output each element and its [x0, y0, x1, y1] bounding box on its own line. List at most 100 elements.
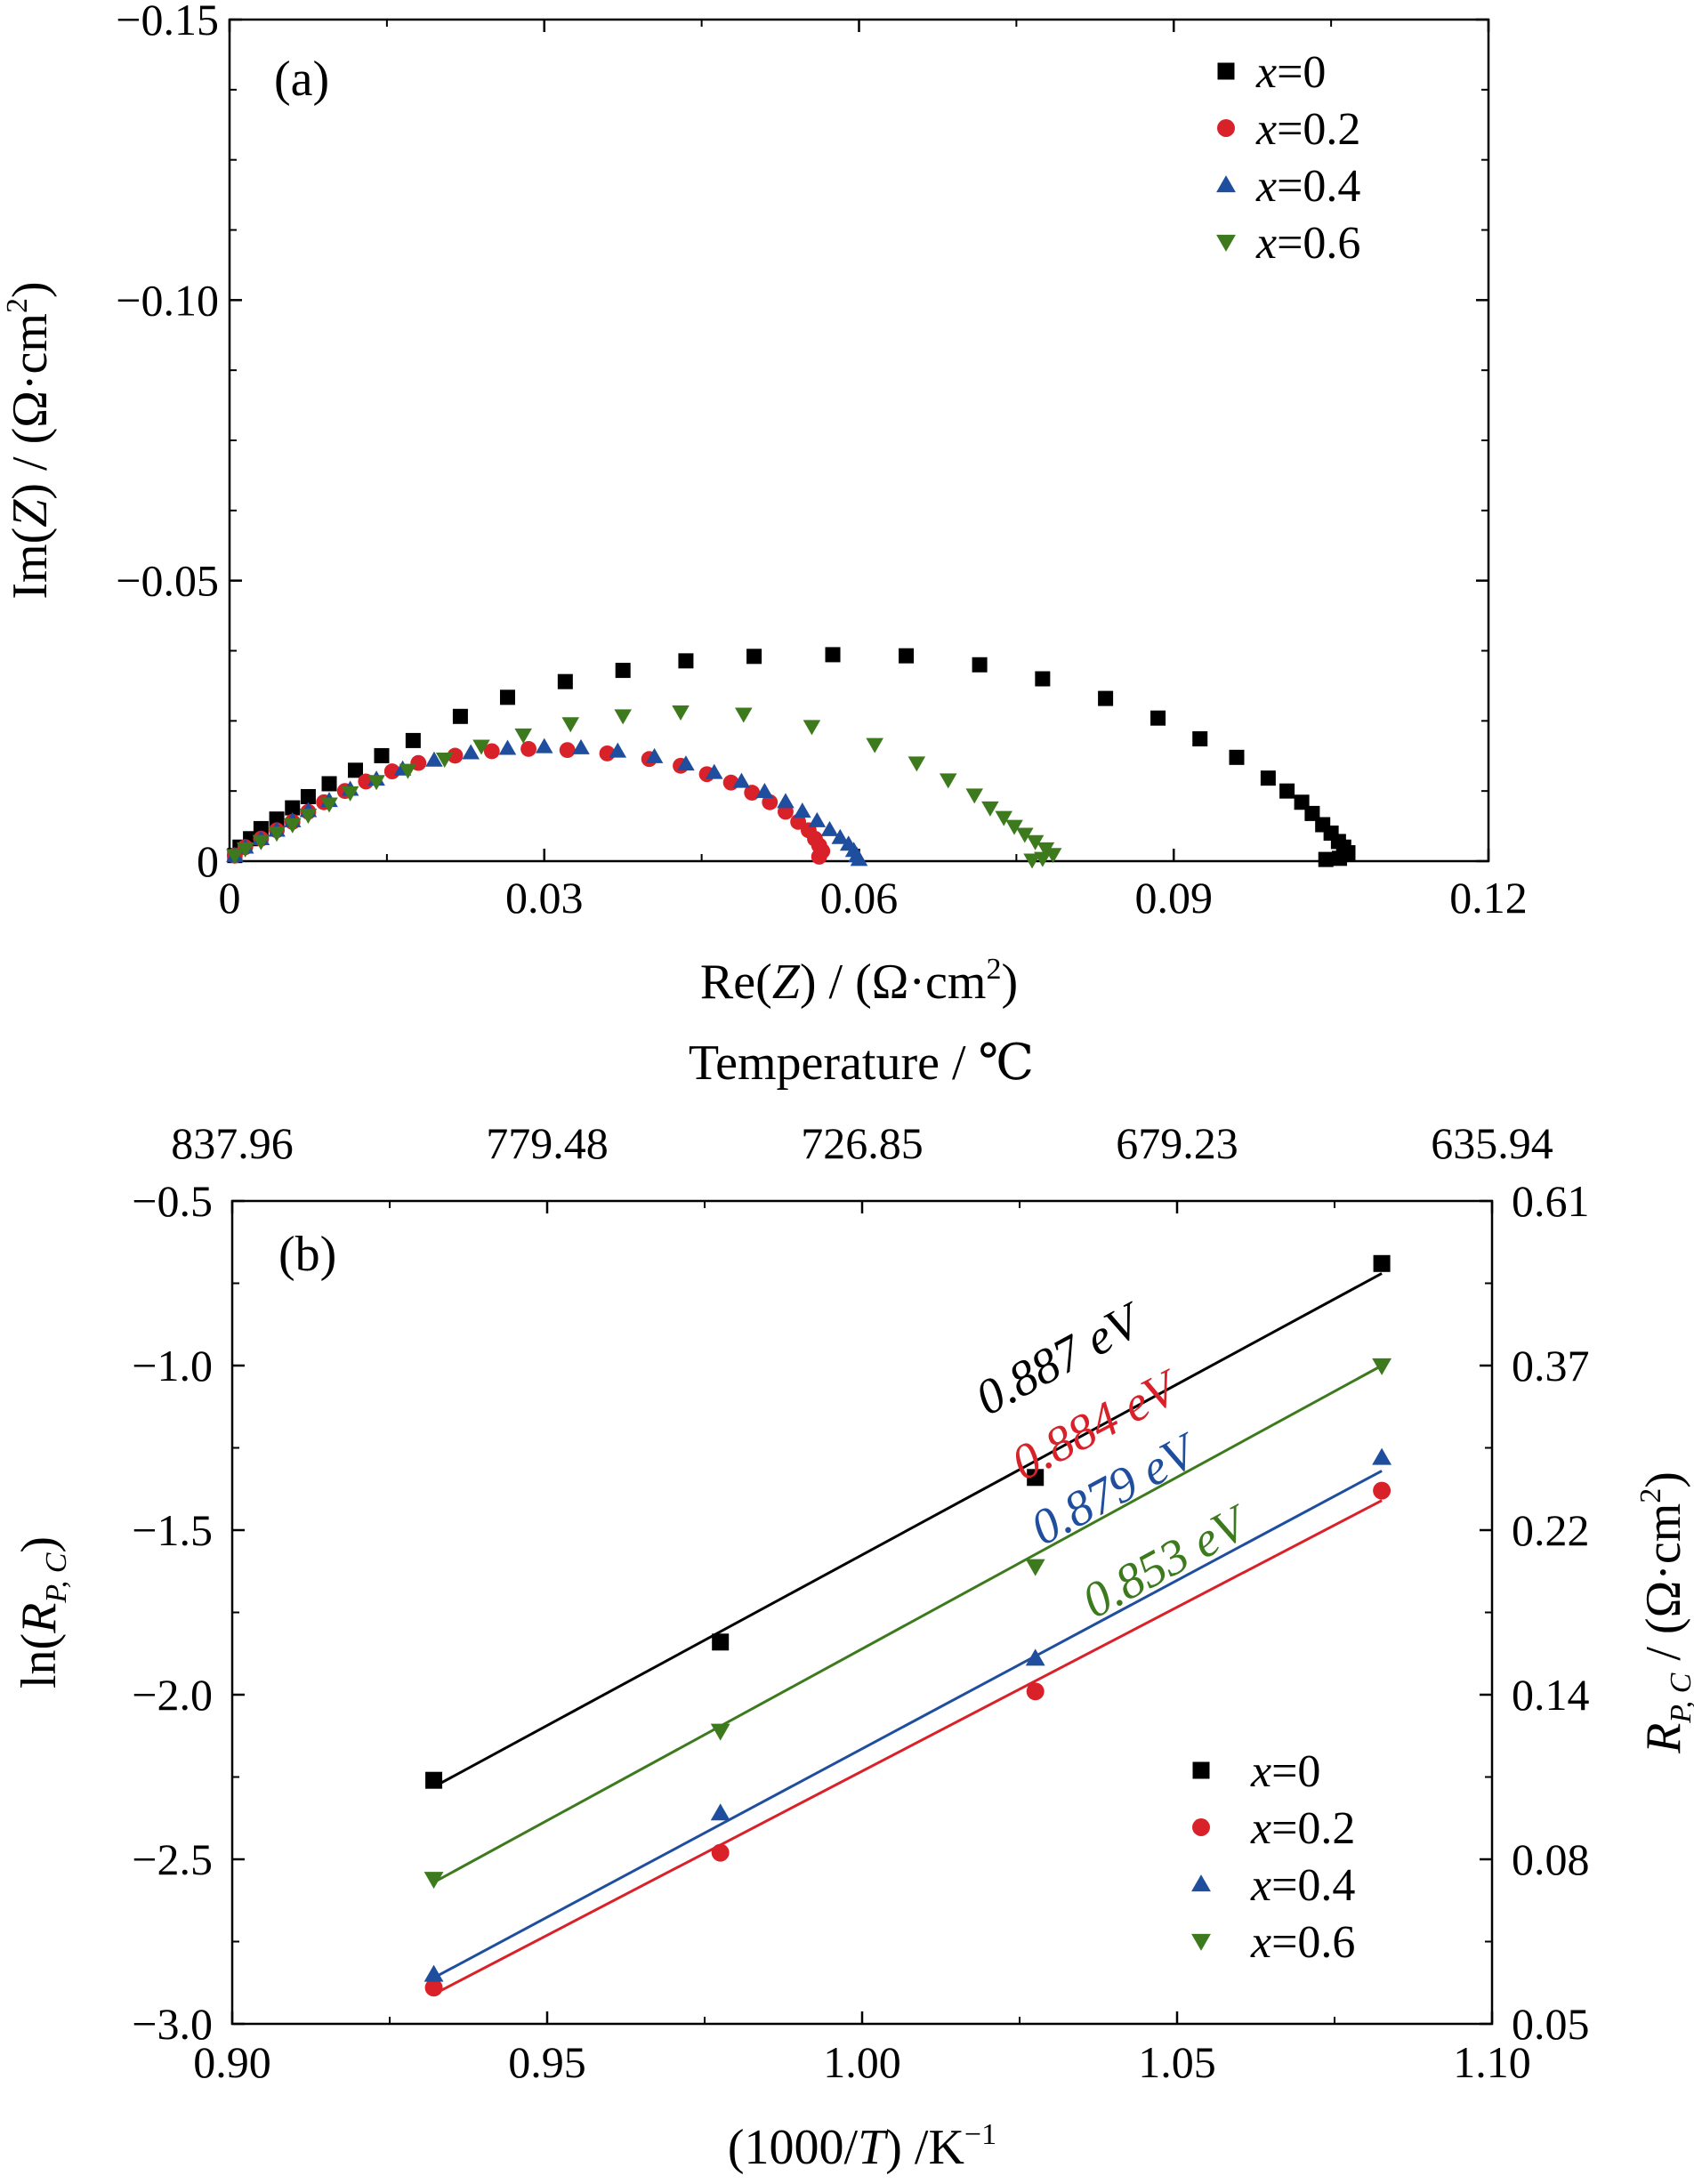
top-tick-label-b: 779.48 [486, 1118, 609, 1168]
data-point-a [678, 653, 694, 669]
data-point-a [899, 648, 915, 664]
data-point-b [1372, 1447, 1392, 1465]
data-point-a [341, 786, 359, 802]
data-point-a [226, 849, 244, 865]
legend-label-b: x=0 [1250, 1746, 1320, 1797]
data-point-a [1016, 827, 1034, 843]
x-tick-label-a: 0 [219, 873, 241, 923]
data-point-a [672, 705, 690, 721]
legend-marker-a [1217, 119, 1235, 137]
data-point-a [483, 743, 500, 760]
data-point-a [981, 801, 999, 817]
data-point-b [1373, 1254, 1391, 1272]
data-point-a [1005, 819, 1023, 835]
data-point-a [299, 809, 318, 825]
data-point-a [447, 747, 464, 764]
y-tick-label-b: −1.5 [132, 1505, 213, 1555]
data-point-a [236, 842, 254, 858]
data-point-b [1025, 1648, 1045, 1666]
data-point-a [615, 663, 631, 679]
data-point-a [472, 739, 490, 755]
y-tick-label-a: −0.15 [116, 0, 219, 44]
data-point-b [1027, 1469, 1045, 1487]
data-point-a [831, 828, 850, 844]
legend-label-b: x=0.2 [1250, 1803, 1355, 1854]
legend-marker-b [1191, 1874, 1211, 1892]
data-point-a [435, 752, 454, 768]
data-point-a [367, 775, 385, 791]
data-point-a [557, 673, 573, 689]
data-point-a [645, 747, 664, 763]
data-point-a [755, 783, 774, 799]
data-point-a [1023, 853, 1041, 869]
data-point-a [283, 818, 302, 834]
x-tick-label-a: 0.09 [1135, 873, 1214, 923]
data-point-a [1044, 848, 1062, 864]
legend-label-a: x=0.6 [1255, 218, 1360, 269]
y2-tick-label-b: 0.61 [1512, 1176, 1590, 1226]
data-point-b [424, 1872, 444, 1890]
panel-label-b: (b) [278, 1227, 336, 1282]
legend-marker-b [1192, 1818, 1210, 1836]
data-point-a [762, 794, 778, 810]
panel-label-a: (a) [274, 52, 329, 107]
data-point-a [939, 773, 957, 789]
legend-marker-b [1192, 1761, 1210, 1779]
data-point-a [520, 740, 536, 757]
x-tick-label-b: 0.95 [508, 2037, 586, 2087]
data-point-a [1332, 850, 1348, 866]
data-point-a [399, 763, 417, 779]
data-point-a [559, 742, 576, 759]
data-point-a [535, 737, 553, 754]
legend-marker-a [1216, 175, 1236, 193]
data-point-a [1192, 731, 1208, 747]
data-point-a [269, 811, 285, 827]
data-point-b [1026, 1682, 1045, 1701]
data-point-a [499, 689, 515, 705]
data-point-a [321, 776, 337, 792]
legend-label-a: x=0.2 [1255, 104, 1360, 155]
data-point-a [972, 657, 988, 673]
data-point-a [811, 849, 827, 865]
top-tick-label-b: 837.96 [171, 1118, 294, 1168]
x-tick-label-b: 1.10 [1453, 2037, 1531, 2087]
y-tick-label-b: −0.5 [132, 1176, 213, 1226]
data-point-a [965, 788, 983, 804]
data-point-a [348, 762, 363, 778]
data-point-a [706, 763, 723, 779]
top-tick-label-b: 635.94 [1431, 1118, 1553, 1168]
top-tick-label-b: 679.23 [1116, 1118, 1238, 1168]
data-point-b [1025, 1559, 1045, 1576]
y-tick-label-b: −3.0 [132, 1999, 213, 2049]
x-tick-label-a: 0.12 [1449, 873, 1528, 923]
data-point-a [995, 810, 1012, 826]
data-point-b [710, 1803, 730, 1821]
y-tick-label-a: −0.05 [116, 556, 219, 606]
data-point-a [908, 756, 926, 772]
y2-tick-label-b: 0.05 [1512, 1999, 1590, 2049]
x-tick-label-b: 1.05 [1138, 2037, 1216, 2087]
data-point-a [677, 755, 695, 771]
x-axis-label-a: Re(Z) / (Ω·cm2) [700, 953, 1018, 1010]
data-point-a [850, 850, 868, 866]
y2-tick-label-b: 0.08 [1512, 1834, 1590, 1884]
legend-label-b: x=0.6 [1250, 1917, 1355, 1968]
data-point-b [711, 1843, 730, 1862]
data-point-a [794, 802, 811, 818]
data-point-a [320, 797, 338, 813]
y-axis-label-b: ln(RP, C) [12, 1536, 73, 1688]
data-point-b [712, 1633, 730, 1651]
data-point-a [452, 708, 468, 724]
data-point-a [1229, 749, 1245, 765]
data-point-a [1260, 770, 1276, 786]
data-point-a [252, 834, 270, 850]
data-point-a [866, 737, 883, 754]
data-point-b [710, 1723, 730, 1741]
top-axis-label-b: Temperature / ℃ [689, 1036, 1034, 1091]
data-point-a [1035, 671, 1051, 687]
y2-tick-label-b: 0.37 [1512, 1341, 1590, 1390]
y-tick-label-b: −2.0 [132, 1670, 213, 1720]
data-point-b [425, 1771, 443, 1789]
data-point-a [462, 744, 480, 760]
